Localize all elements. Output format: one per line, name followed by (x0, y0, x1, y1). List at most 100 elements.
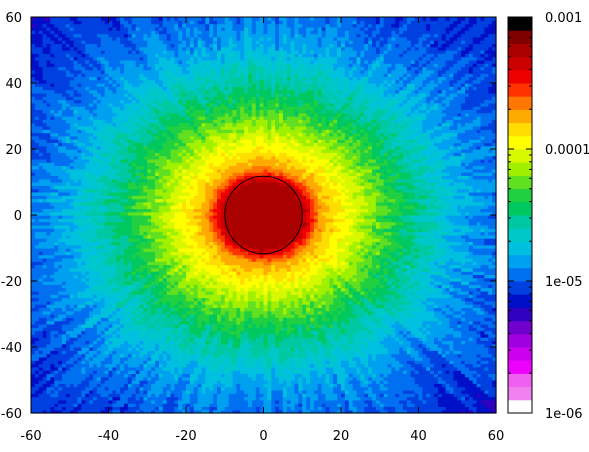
heatmap-cell (54, 406, 59, 411)
heatmap-cell (434, 356, 439, 361)
heatmap-cell (77, 406, 82, 411)
heatmap-cell (220, 307, 226, 312)
heatmap-cell (352, 297, 358, 302)
heatmap-cell (306, 370, 311, 374)
heatmap-cell (395, 353, 400, 358)
heatmap-cell (306, 333, 311, 338)
heatmap-cell (197, 389, 203, 394)
heatmap-cell (341, 304, 346, 308)
heatmap-cell (302, 343, 307, 348)
heatmap-cell (492, 284, 497, 289)
heatmap-cell (69, 294, 75, 299)
heatmap-cell (155, 297, 160, 302)
heatmap-cell (81, 383, 86, 388)
heatmap-cell (457, 360, 462, 365)
heatmap-cell (259, 284, 265, 289)
heatmap-cell (120, 284, 125, 289)
heatmap-cell (240, 330, 245, 335)
heatmap-cell (151, 353, 156, 358)
heatmap-cell (189, 406, 195, 411)
heatmap-cell (267, 389, 272, 394)
heatmap-cell (89, 310, 94, 315)
heatmap-cell (205, 340, 210, 345)
heatmap-cell (255, 399, 261, 404)
heatmap-cell (100, 294, 106, 299)
heatmap-cell (488, 304, 493, 308)
heatmap-cell (449, 380, 454, 384)
heatmap-cell (391, 314, 396, 318)
heatmap-cell (81, 290, 86, 295)
heatmap-cell (104, 403, 110, 407)
heatmap-cell (251, 287, 257, 292)
heatmap-cell (189, 343, 195, 348)
heatmap-cell (217, 350, 222, 355)
heatmap-cell (244, 389, 249, 394)
heatmap-cell (62, 360, 67, 365)
heatmap-cell (348, 386, 354, 391)
heatmap-cell (453, 294, 458, 299)
heatmap-cell (426, 393, 431, 398)
heatmap-cell (348, 393, 354, 398)
heatmap-cell (441, 290, 447, 295)
heatmap-cell (337, 360, 342, 365)
heatmap-cell (81, 330, 86, 335)
heatmap-cell (116, 327, 121, 332)
heatmap-cell (426, 281, 431, 285)
heatmap-cell (422, 327, 427, 332)
heatmap-cell (368, 333, 373, 338)
heatmap-cell (352, 393, 358, 398)
heatmap-cell (186, 314, 191, 318)
heatmap-cell (69, 274, 75, 279)
heatmap-cell (375, 373, 381, 378)
heatmap-cell (193, 353, 199, 358)
heatmap-cell (387, 363, 392, 368)
heatmap-cell (282, 284, 288, 289)
heatmap-cell (201, 376, 206, 381)
heatmap-cell (186, 327, 191, 332)
heatmap-cell (457, 290, 462, 295)
heatmap-cell (244, 356, 249, 361)
heatmap-cell (310, 350, 315, 355)
heatmap-cell (360, 294, 365, 299)
heatmap-cell (422, 343, 427, 348)
heatmap-cell (321, 333, 327, 338)
heatmap-cell (178, 399, 183, 404)
heatmap-cell (108, 386, 113, 391)
heatmap-cell (174, 366, 179, 371)
heatmap-cell (383, 350, 389, 355)
heatmap-cell (174, 353, 179, 358)
heatmap-cell (85, 290, 90, 295)
heatmap-cell (437, 353, 443, 358)
heatmap-cell (96, 343, 102, 348)
heatmap-cell (341, 366, 346, 371)
heatmap-cell (69, 304, 75, 308)
heatmap-cell (344, 347, 350, 351)
heatmap-cell (461, 337, 466, 341)
heatmap-cell (217, 409, 222, 414)
heatmap-cell (317, 399, 323, 404)
heatmap-cell (205, 373, 210, 378)
heatmap-cell (418, 290, 423, 295)
heatmap-cell (391, 383, 396, 388)
heatmap-cell (368, 290, 373, 295)
heatmap-cell (127, 389, 133, 394)
heatmap-cell (65, 330, 71, 335)
heatmap-cell (65, 317, 71, 322)
heatmap-cell (391, 330, 396, 335)
heatmap-cell (313, 277, 319, 282)
heatmap-cell (166, 333, 172, 338)
heatmap-cell (298, 277, 303, 282)
heatmap-cell (244, 297, 249, 302)
heatmap-cell (449, 353, 454, 358)
heatmap-cell (368, 307, 373, 312)
heatmap-cell (488, 307, 493, 312)
heatmap-cell (317, 389, 323, 394)
heatmap-cell (437, 297, 443, 302)
heatmap-cell (81, 320, 86, 325)
heatmap-cell (263, 294, 268, 299)
heatmap-cell (100, 330, 106, 335)
heatmap-cell (414, 376, 420, 381)
heatmap-cell (492, 396, 497, 401)
heatmap-cell (294, 300, 299, 305)
heatmap-cell (236, 389, 241, 394)
